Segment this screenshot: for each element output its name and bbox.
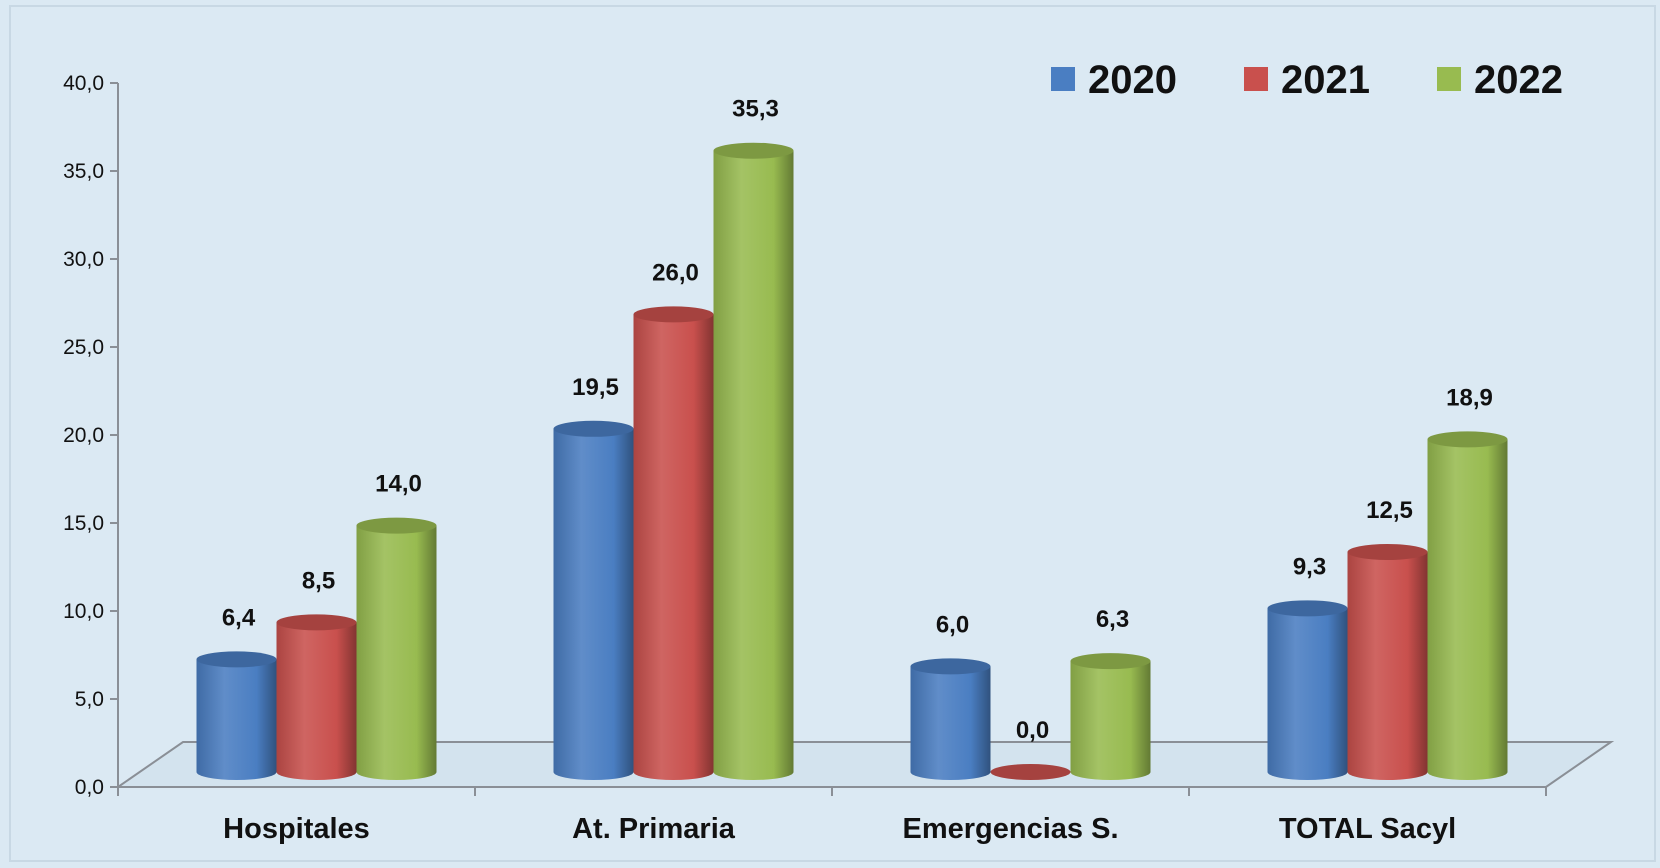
legend-swatch [1244, 67, 1268, 91]
bar-2022-0 [356, 517, 437, 780]
bar-body [1427, 439, 1508, 780]
bar-body [633, 314, 714, 780]
data-label: 0,0 [1016, 717, 1049, 744]
bar-top [1427, 431, 1508, 448]
axes: 0,0 5,0 10,0 15,0 20,0 25,0 30,0 35,0 40,0 Hospit… [63, 72, 1547, 845]
legend-label: 2022 [1474, 58, 1563, 102]
bar-top [633, 306, 714, 323]
x-category-label: At. Primaria [572, 813, 736, 845]
data-label: 8,5 [302, 567, 335, 594]
legend-swatch [1437, 67, 1461, 91]
x-category-label: Emergencias S. [903, 813, 1119, 845]
bar-2021-2 [990, 764, 1071, 780]
bars [196, 142, 1508, 781]
bar-2020-2 [910, 658, 991, 780]
data-label: 12,5 [1366, 497, 1413, 524]
bar-top [276, 614, 357, 631]
bar-body [713, 150, 794, 781]
bar-2020-1 [553, 420, 634, 780]
bar-body [1070, 661, 1151, 780]
y-tick-label: 15,0 [63, 512, 104, 535]
bar-body [1267, 608, 1348, 780]
bar-top [713, 142, 794, 159]
bar-2022-2 [1070, 653, 1151, 780]
data-label: 6,3 [1096, 606, 1129, 633]
plot-frame [9, 5, 1656, 862]
y-tick-label: 20,0 [63, 424, 104, 447]
legend-label: 2021 [1281, 58, 1370, 102]
data-label: 14,0 [375, 471, 422, 498]
y-tick-label: 10,0 [63, 600, 104, 623]
data-label: 19,5 [572, 374, 619, 401]
bar-top [553, 420, 634, 437]
data-labels: 6,4 8,5 14,0 19,5 26,0 35,3 6,0 0,0 6,3 9,3 12,5 18… [222, 96, 1493, 744]
bar-body [196, 659, 277, 780]
bar-top [1267, 600, 1348, 617]
bar-top [356, 517, 437, 534]
data-label: 6,0 [936, 611, 969, 638]
bar-top [1347, 544, 1428, 560]
data-label: 35,3 [732, 96, 779, 123]
data-label: 6,4 [222, 604, 256, 631]
y-tick-label: 40,0 [63, 72, 104, 95]
y-tick-label: 5,0 [75, 688, 104, 711]
bar-body [910, 666, 991, 780]
bar-top [1070, 653, 1151, 670]
x-category-label: TOTAL Sacyl [1279, 813, 1456, 845]
data-label: 26,0 [652, 259, 699, 286]
data-label: 18,9 [1446, 384, 1493, 411]
y-tick-label: 0,0 [75, 776, 104, 799]
bar-body [553, 428, 634, 780]
bar-2020-3 [1267, 600, 1348, 780]
bar-2021-3 [1347, 544, 1428, 780]
y-tick-label: 30,0 [63, 248, 104, 271]
bar-top [990, 764, 1071, 780]
y-tick-label: 35,0 [63, 160, 104, 183]
y-tick-label: 25,0 [63, 336, 104, 359]
bar-2021-1 [633, 306, 714, 780]
legend: 2020 2021 2022 [1051, 58, 1563, 102]
bar-2022-1 [713, 142, 794, 781]
x-category-label: Hospitales [223, 813, 370, 845]
bar-body [356, 525, 437, 780]
bar-2020-0 [196, 651, 277, 780]
bar-2021-0 [276, 614, 357, 780]
legend-label: 2020 [1088, 58, 1177, 102]
bar-2022-3 [1427, 431, 1508, 780]
bar-top [196, 651, 277, 668]
bar-top [910, 658, 991, 675]
bar-body [276, 622, 357, 780]
legend-swatch [1051, 67, 1075, 91]
bar-body [1347, 552, 1428, 780]
data-label: 9,3 [1293, 553, 1326, 580]
